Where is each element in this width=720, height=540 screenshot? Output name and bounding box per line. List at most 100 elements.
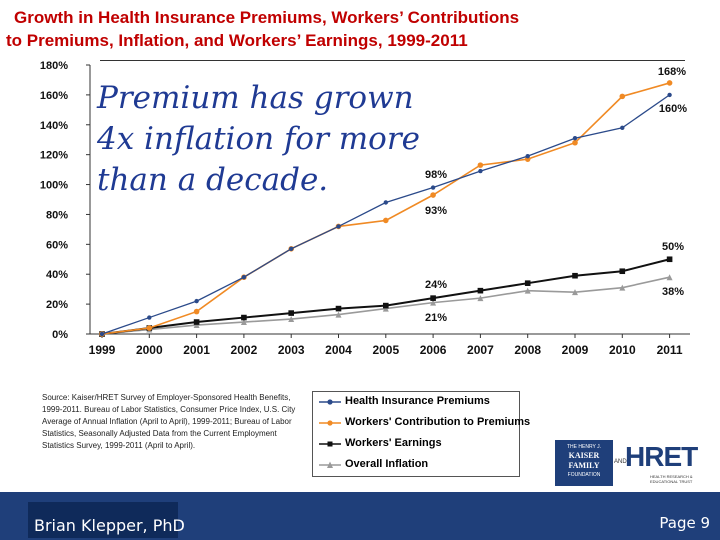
point-contributions [666, 80, 673, 86]
point-earnings [241, 314, 247, 321]
point-premiums [478, 168, 483, 174]
point-earnings [524, 280, 531, 286]
point-contributions [477, 162, 484, 168]
legend-item-contributions: Workers' Contribution to Premiums [313, 413, 530, 433]
y-tick-label: 140% [40, 120, 68, 132]
legend-swatch-earnings [319, 441, 341, 447]
point-premiums [572, 136, 578, 141]
kff-logo-line1: THE HENRY J. [567, 444, 601, 450]
footer-bar [0, 492, 720, 540]
point-premiums [620, 125, 625, 130]
x-tick-label: 2002 [231, 343, 258, 357]
data-label: 24% [425, 279, 447, 291]
x-tick-label: 2001 [183, 343, 210, 357]
x-tick-label: 2010 [609, 343, 636, 357]
point-earnings [335, 305, 342, 312]
page-number: Page 9 [659, 514, 710, 532]
point-premiums [147, 315, 152, 320]
data-label: 98% [425, 169, 447, 181]
point-contributions [146, 325, 153, 331]
point-earnings [193, 319, 200, 325]
point-earnings [383, 302, 389, 309]
source-note: Source: Kaiser/HRET Survey of Employer-S… [42, 393, 296, 450]
point-contributions [619, 93, 626, 100]
x-tick-label: 2008 [514, 343, 541, 357]
series-line-earnings [101, 258, 670, 335]
chart-title-line1: Growth in Health Insurance Premiums, Wor… [14, 8, 520, 27]
x-tick-label: 2000 [136, 343, 163, 357]
point-inflation [382, 305, 389, 312]
logo-and: AND [614, 459, 627, 465]
y-tick-label: 20% [46, 299, 68, 311]
legend-swatch-contributions [319, 420, 341, 426]
legend-label-earnings: Workers' Earnings [345, 437, 442, 449]
footer-author-box [28, 502, 178, 538]
point-earnings [619, 268, 626, 275]
y-tick-label: 180% [40, 60, 68, 72]
x-tick-label: 2004 [325, 343, 352, 357]
x-tick-label: 1999 [89, 343, 116, 357]
legend-item-earnings: Workers' Earnings [313, 434, 519, 454]
point-premiums [667, 92, 672, 98]
point-inflation [619, 284, 626, 291]
point-premiums [525, 153, 530, 159]
y-tick-label: 60% [46, 239, 68, 251]
point-inflation [240, 319, 247, 326]
y-tick-label: 100% [40, 180, 68, 192]
point-inflation [193, 322, 200, 329]
point-inflation [288, 316, 295, 323]
legend-label-contributions: Workers' Contribution to Premiums [345, 416, 531, 428]
legend-swatch-premiums [319, 399, 341, 405]
x-tick-label: 2005 [372, 343, 399, 357]
chart-legend: Health Insurance Premiums Workers' Contri… [312, 391, 530, 477]
hret-logo-subtitle: HEALTH RESEARCH & EDUCATIONAL TRUST [650, 474, 693, 484]
title-rule [100, 60, 685, 61]
point-earnings [666, 256, 673, 263]
author-name: Brian Klepper, PhD [34, 516, 185, 535]
point-contributions [572, 139, 578, 146]
y-tick-label: 160% [40, 90, 68, 102]
data-label: 38% [662, 286, 684, 298]
point-inflation [524, 287, 531, 294]
data-label: 50% [662, 241, 684, 253]
line-chart: 0% 20% 40% 60% 80% 100% 120% 140% 160% 180% 1999 20… [40, 60, 690, 357]
legend-label-premiums: Health Insurance Premiums [345, 395, 490, 407]
point-contributions [430, 192, 436, 198]
point-inflation [477, 295, 484, 302]
chart-title-line2: to Premiums, Inflation, and Workers’ Ear… [6, 31, 468, 50]
point-contributions [383, 217, 389, 224]
legend-item-premiums: Health Insurance Premiums [313, 392, 519, 412]
chart-title: Growth in Health Insurance Premiums, Wor… [6, 6, 606, 52]
data-label: 93% [425, 205, 447, 217]
legend-swatch-inflation [319, 461, 341, 468]
legend-item-inflation: Overall Inflation [313, 455, 519, 475]
chart-callout: Premium has grown 4x inflation for more … [97, 80, 420, 198]
point-inflation [430, 299, 437, 306]
x-tick-label: 2009 [562, 343, 589, 357]
x-tick-label: 2011 [657, 343, 683, 357]
y-tick-label: 80% [46, 209, 68, 221]
point-inflation [335, 311, 342, 318]
y-tick-label: 0% [52, 329, 68, 341]
data-label: 160% [659, 103, 687, 115]
x-tick-label: 2003 [278, 343, 305, 357]
x-tick-label: 2007 [467, 343, 494, 357]
kff-logo: THE HENRY J. KAISER FAMILY FOUNDATION [555, 440, 613, 486]
point-earnings [477, 287, 484, 294]
legend-label-inflation: Overall Inflation [345, 458, 429, 470]
point-earnings [288, 310, 294, 316]
point-premiums [289, 246, 294, 252]
point-premiums [430, 185, 436, 190]
point-premiums [336, 224, 341, 229]
kff-logo-line3: FOUNDATION [567, 472, 601, 478]
point-inflation [572, 289, 578, 296]
hret-logo: HRET [625, 441, 698, 472]
kff-logo-line2: KAISER FAMILY [568, 451, 600, 470]
point-earnings [572, 272, 578, 279]
point-premiums [383, 200, 388, 205]
point-inflation [666, 274, 673, 281]
point-premiums [241, 275, 247, 280]
data-label: 21% [425, 312, 447, 324]
point-contributions [193, 308, 200, 315]
data-label: 168% [658, 66, 686, 78]
